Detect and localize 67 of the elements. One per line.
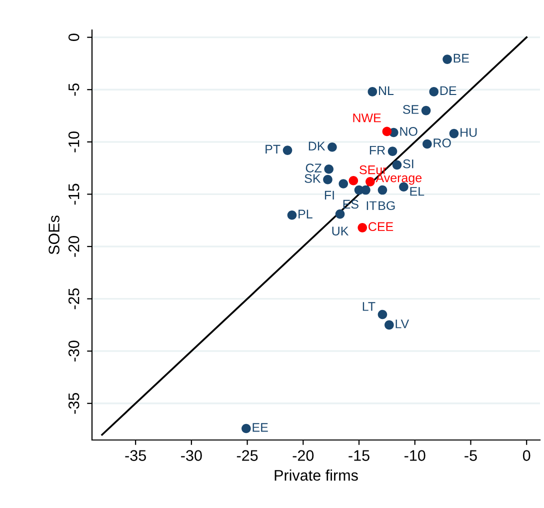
point (378, 185, 388, 195)
point (366, 177, 375, 186)
annotation: RO (434, 138, 451, 148)
point (361, 185, 370, 195)
point (384, 320, 394, 330)
x-tick-label: 0 (522, 450, 530, 461)
point (335, 209, 345, 219)
point (442, 54, 452, 64)
point (388, 146, 398, 156)
annotation: PL (298, 210, 312, 218)
annotation: Average (376, 174, 422, 185)
annotation: NWE (353, 114, 381, 122)
point (422, 139, 432, 149)
x-tick-label: -20 (292, 450, 314, 461)
point (449, 128, 459, 138)
y-tick-label: 0 (68, 34, 80, 41)
y-tick-label: -25 (68, 288, 80, 310)
annotation: CEE (368, 222, 394, 232)
x-axis-title: Private firms (274, 470, 358, 481)
y-axis-title: SOEs (48, 216, 60, 254)
annotation: HU (460, 128, 477, 137)
annotation: EL (410, 187, 424, 196)
x-tick-label: -25 (236, 450, 258, 461)
annotation: PT (266, 144, 280, 154)
annotation: EE (252, 423, 268, 432)
x-tick-label: -35 (125, 450, 146, 461)
annotation: BG (378, 201, 395, 210)
x-tick-label: -15 (348, 450, 370, 461)
annotation: NO (400, 127, 418, 136)
point (287, 210, 297, 220)
annotation: DE (440, 86, 456, 95)
point (429, 87, 439, 96)
point (382, 126, 392, 136)
y-tick-label: -15 (68, 184, 80, 205)
x-tick-label: -30 (181, 450, 202, 461)
point (358, 223, 368, 232)
x-tick-label: -10 (404, 450, 426, 461)
x-tick-label: -5 (464, 450, 477, 461)
point (282, 146, 292, 155)
annotation: SK (304, 174, 321, 183)
y-tick-label: -20 (68, 236, 80, 257)
point (348, 176, 358, 186)
annotation: IT (366, 201, 377, 210)
point (242, 424, 251, 434)
point (324, 164, 334, 174)
annotation: SI (403, 159, 414, 168)
annotation: FI (324, 190, 334, 200)
point (328, 142, 337, 152)
annotation: LT (362, 302, 376, 311)
point (323, 174, 332, 184)
point (421, 106, 431, 116)
point (378, 310, 388, 320)
annotation: CZ (306, 164, 322, 172)
point (368, 87, 378, 96)
annotation: BE (454, 54, 469, 63)
annotation: UK (332, 226, 349, 236)
annotation: DK (308, 142, 326, 150)
y-tick-label: -10 (68, 131, 80, 152)
annotation: SE (402, 105, 419, 114)
point (392, 160, 402, 170)
annotation: NL (379, 86, 394, 95)
annotation: LV (396, 320, 410, 328)
y-tick-label: -35 (68, 392, 80, 414)
y-tick-label: -30 (68, 340, 80, 362)
annotation: FR (370, 146, 386, 155)
point (338, 179, 348, 188)
y-tick-label: -5 (68, 83, 80, 96)
